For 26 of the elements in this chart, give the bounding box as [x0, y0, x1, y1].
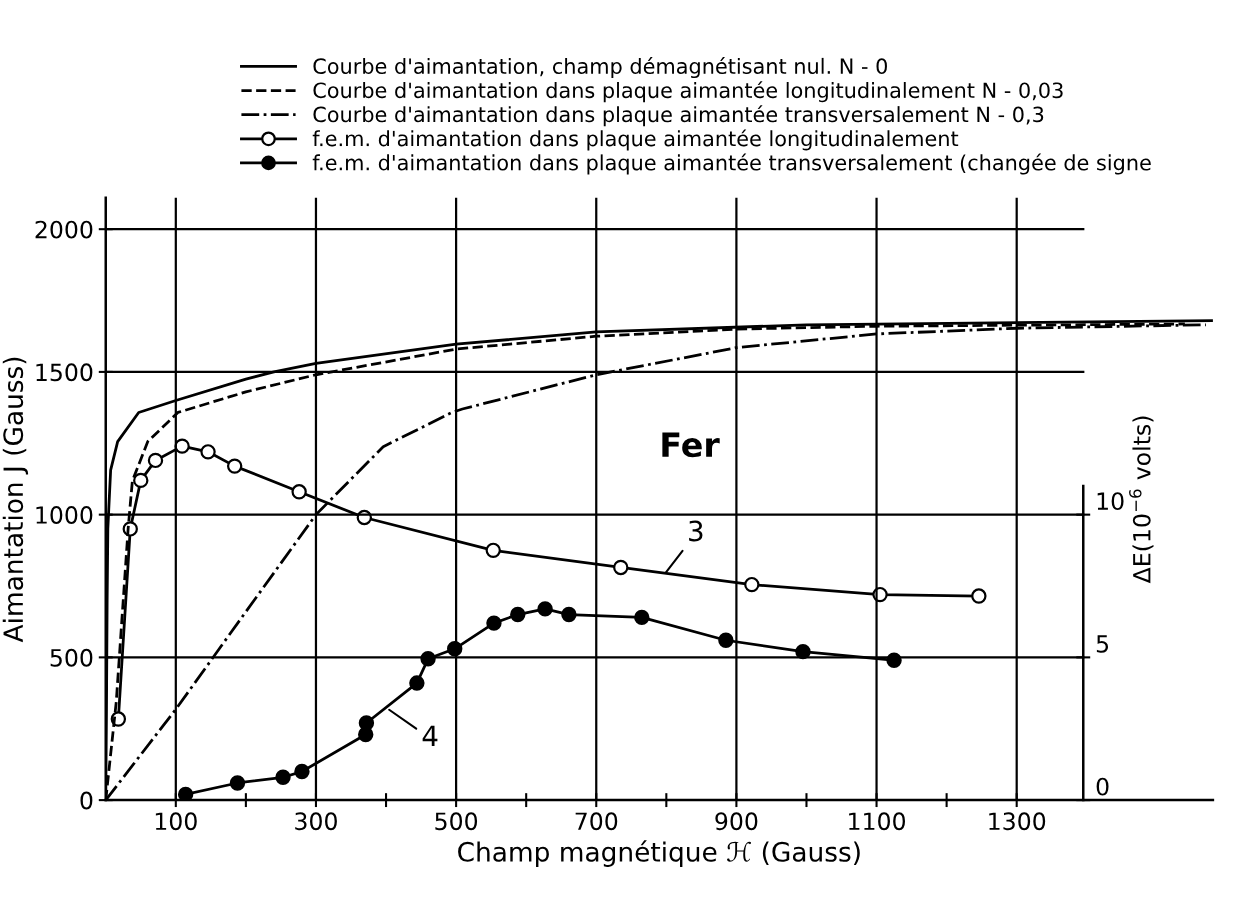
y2-axis-title: ΔE(10$^{−6}$ volts): [1129, 416, 1154, 584]
y2-tick-label: 0: [1096, 777, 1109, 796]
legend-label: Courbe d'aimantation dans plaque aimantée longitudinalement N - 0,03: [313, 81, 1063, 103]
y-tick-label: 1000: [36, 506, 93, 524]
legend-label: f.e.m. d'aimantation dans plaque aimantée transversalement (changée de signe: [312, 153, 1151, 175]
y2-tick-label: 10: [1097, 492, 1124, 511]
y-tick-label: 2000: [35, 220, 93, 239]
x-tick-label: 1100: [849, 812, 906, 831]
x-axis-title: Champ magnétique ℋ (Gauss): [458, 840, 860, 867]
annotation: 4: [422, 725, 438, 746]
x-tick-label: 700: [575, 812, 618, 831]
legend-label: Courbe d'aimantation, champ démagnétisant nul. N - 0: [313, 57, 887, 79]
x-tick-label: 500: [435, 812, 478, 831]
y-axis-title: Aimantation J (Gauss): [2, 357, 29, 643]
annotation: Fer: [662, 432, 720, 458]
legend-label: Courbe d'aimantation dans plaque aimantée transversalement N - 0,3: [313, 105, 1044, 127]
x-tick-label: 1300: [989, 812, 1046, 831]
y-tick-label: 1500: [36, 363, 93, 382]
x-tick-label: 100: [155, 812, 197, 831]
y-tick-label: 0: [80, 791, 93, 810]
annotation: 3: [689, 520, 703, 542]
x-tick-label: 900: [715, 812, 758, 831]
legend-label: f.e.m. d'aimantation dans plaque aimantée longitudinalement: [312, 129, 959, 151]
y-tick-label: 500: [50, 648, 93, 667]
y2-tick-label: 5: [1096, 635, 1109, 653]
x-tick-label: 300: [295, 812, 337, 831]
